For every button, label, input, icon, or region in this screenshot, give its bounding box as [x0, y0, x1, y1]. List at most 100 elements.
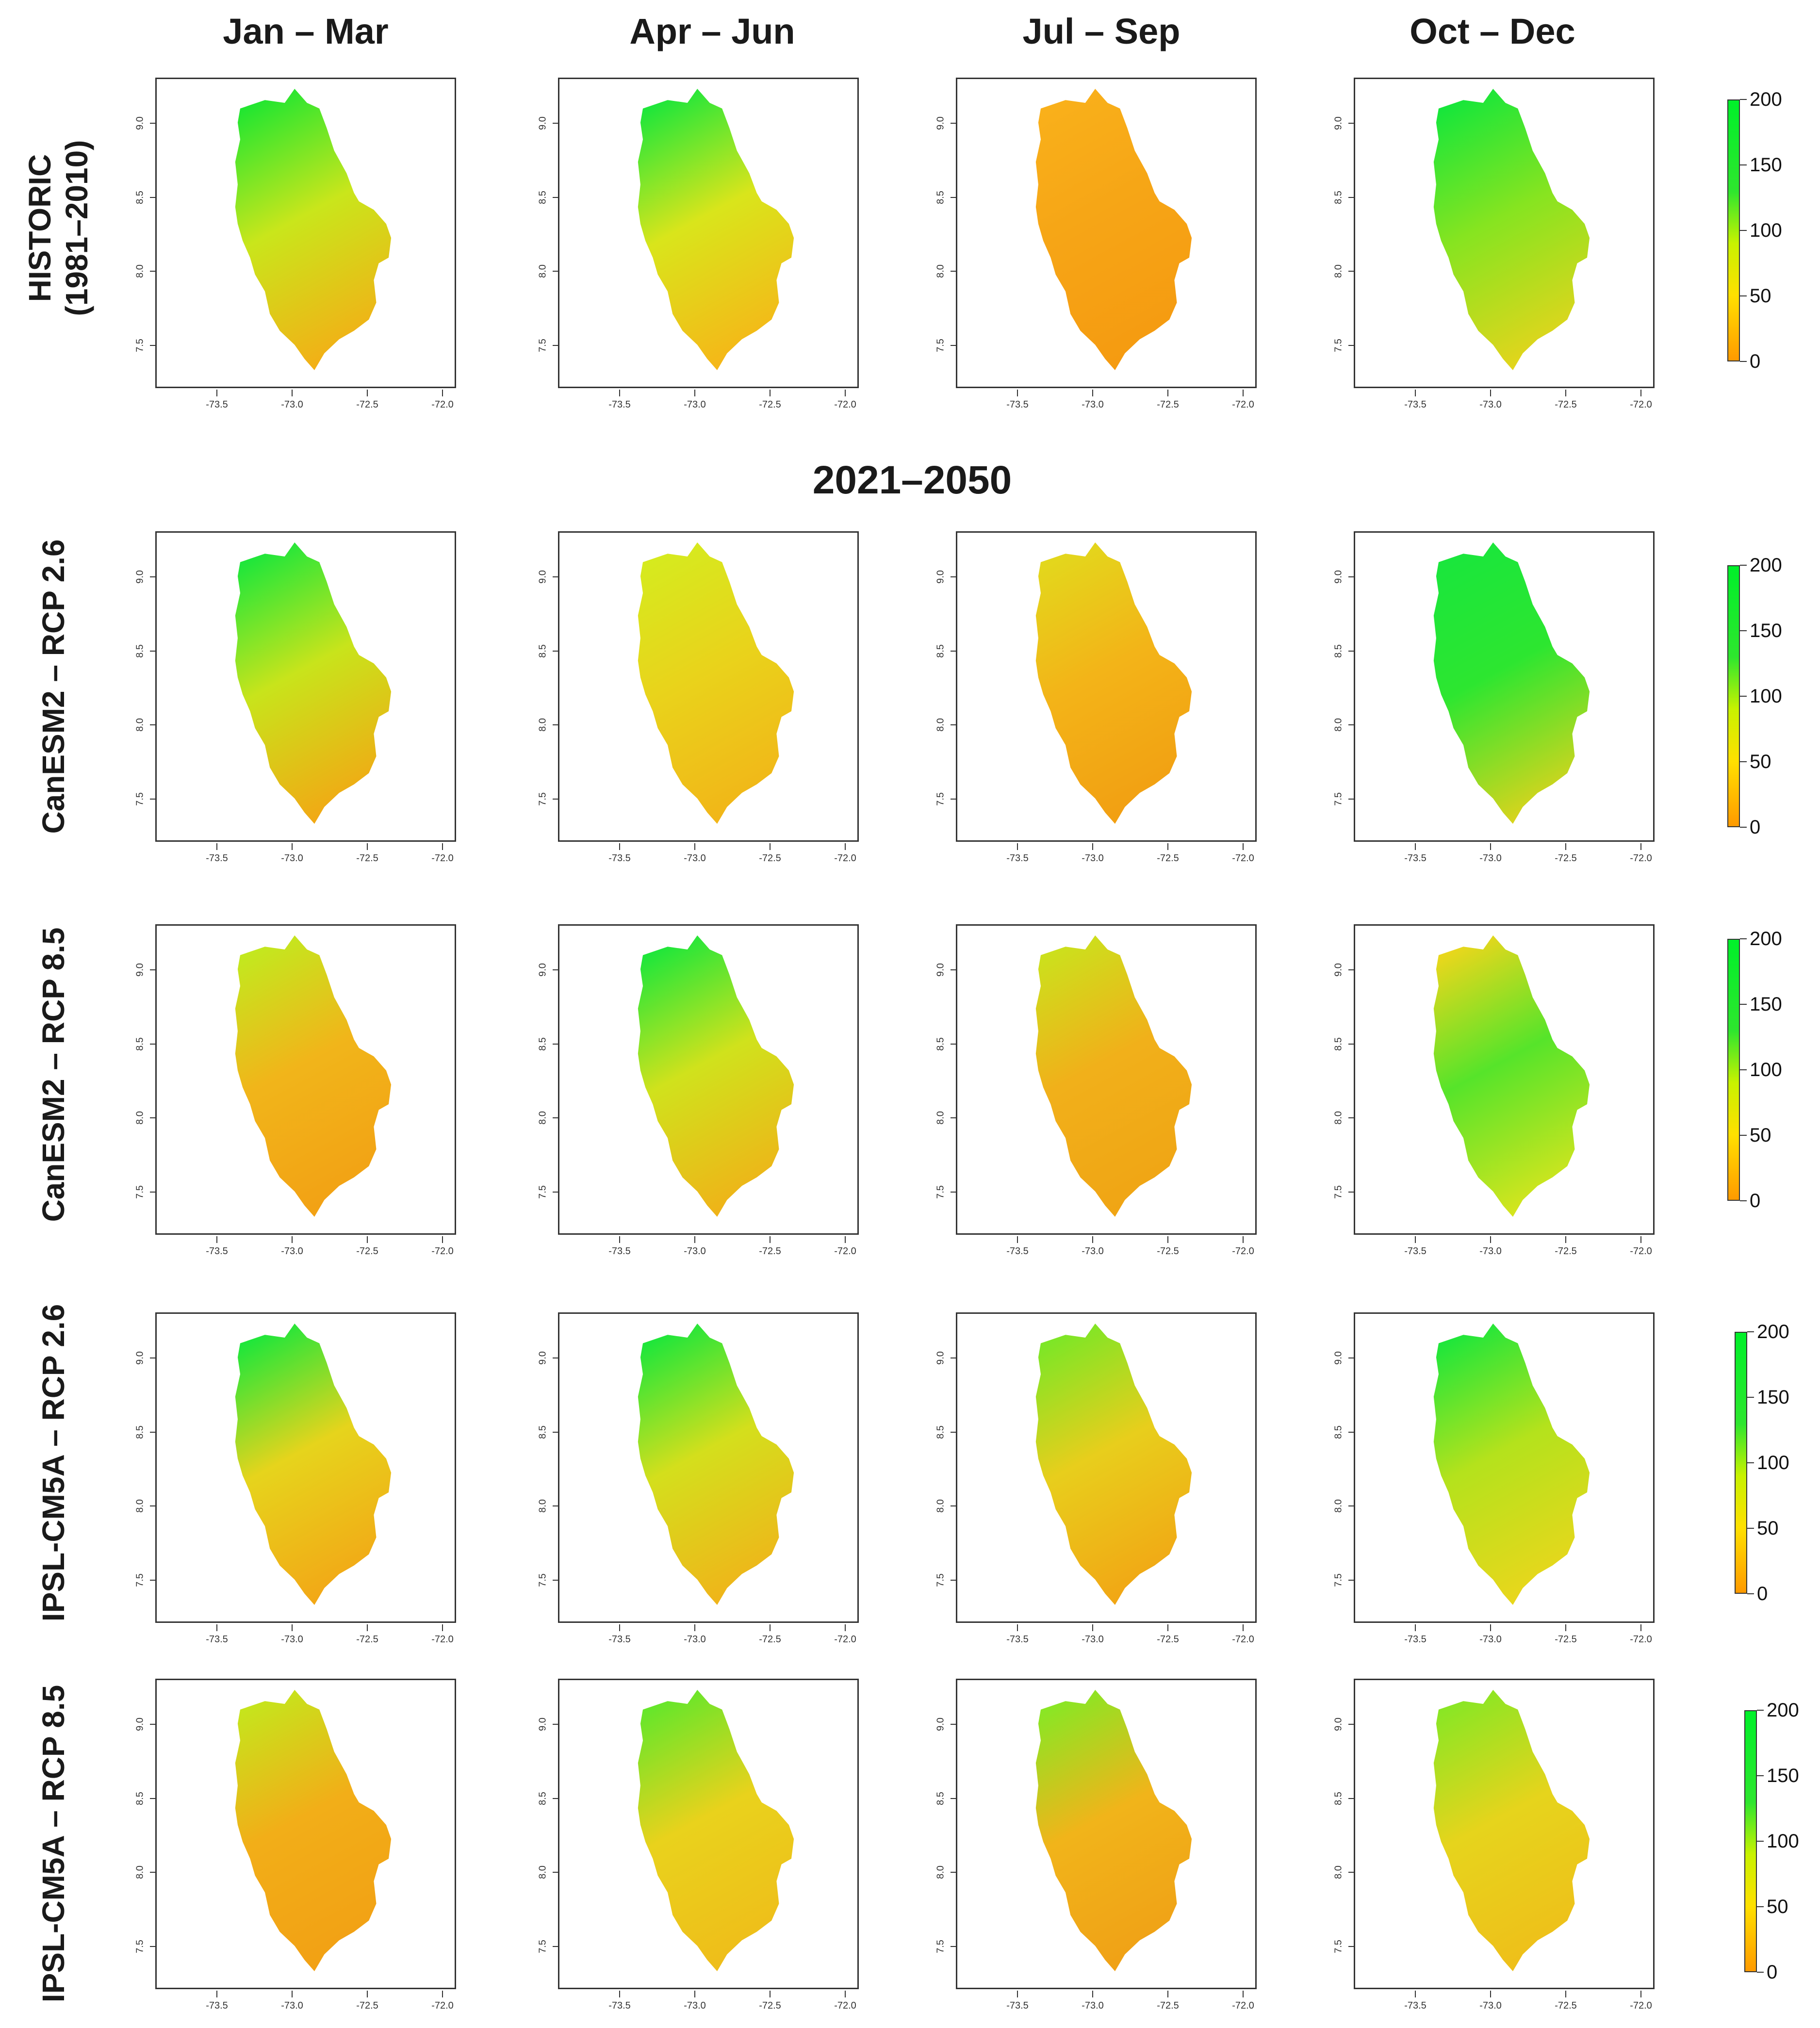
y-tick-mark — [150, 196, 157, 198]
x-tick-mark — [1092, 390, 1093, 396]
y-tick-mark — [1348, 271, 1355, 272]
x-tick-label: -72.5 — [759, 2000, 781, 2011]
y-tick-mark — [1348, 1946, 1355, 1947]
y-tick-label: 8.0 — [935, 718, 946, 732]
y-tick-label: 8.0 — [134, 1499, 146, 1513]
x-tick-mark — [1490, 1991, 1491, 1997]
y-tick-label: 8.5 — [537, 1425, 548, 1439]
y-tick-label: 9.0 — [134, 1717, 146, 1732]
x-tick-mark — [292, 1991, 293, 1997]
y-tick-mark — [553, 123, 559, 124]
x-tick-label: -72.0 — [431, 2000, 454, 2011]
y-tick-label: 9.0 — [537, 116, 548, 131]
y-tick-mark — [1348, 1431, 1355, 1433]
y-tick-mark — [553, 1505, 559, 1507]
x-tick-mark — [1167, 843, 1168, 850]
y-tick-mark — [150, 1505, 157, 1507]
map-panel-r1-c3: 7.5 8.0 8.5 9.0 -73.5 -73.0 -72.5 -72.0 — [935, 78, 1257, 410]
map-region-svg — [235, 1324, 392, 1605]
legend-tick-label: 200 — [1750, 928, 1782, 949]
y-tick-label: 8.0 — [935, 1499, 946, 1513]
x-tick-label: -72.5 — [759, 1246, 781, 1257]
x-tick-label: -72.0 — [1630, 1634, 1652, 1645]
x-tick-mark — [1490, 390, 1491, 396]
y-tick-label: 9.0 — [1333, 116, 1344, 131]
y-tick-mark — [150, 1191, 157, 1193]
x-tick-label: -73.0 — [1479, 2000, 1502, 2011]
color-legend-row2: 0 50 100 150 200 — [1727, 556, 1820, 837]
x-tick-mark — [619, 390, 620, 396]
y-tick-label: 8.0 — [935, 1111, 946, 1125]
map-panel-r4-c3: 7.5 8.0 8.5 9.0 -73.5 -73.0 -72.5 -72.0 — [935, 1312, 1257, 1645]
column-header-jul-sep: Jul – Sep — [1022, 11, 1181, 51]
x-tick-label: -72.5 — [759, 399, 781, 410]
x-tick-label: -73.0 — [281, 1634, 303, 1645]
x-tick-label: -72.5 — [356, 399, 378, 410]
y-tick-label: 9.0 — [537, 963, 548, 977]
legend-tick-label: 0 — [1750, 351, 1761, 372]
legend-tick-mark — [1740, 164, 1747, 165]
y-tick-label: 7.5 — [134, 1573, 146, 1587]
y-tick-mark — [150, 1117, 157, 1119]
y-tick-label: 8.0 — [134, 264, 146, 278]
x-tick-mark — [1490, 1624, 1491, 1631]
study-region-shape — [638, 935, 794, 1217]
legend-tick-mark — [1757, 1972, 1764, 1973]
y-tick-label: 9.0 — [1333, 1351, 1344, 1365]
color-legend-row1: 0 50 100 150 200 — [1727, 90, 1820, 372]
y-tick-label: 9.0 — [134, 570, 146, 584]
map-region-svg — [235, 935, 392, 1217]
x-tick-label: -72.5 — [356, 1634, 378, 1645]
legend-tick-mark — [1747, 1331, 1754, 1332]
x-tick-mark — [216, 1624, 217, 1631]
legend-tick-mark — [1740, 696, 1747, 697]
y-tick-mark — [1348, 196, 1355, 198]
x-tick-mark — [1243, 1236, 1244, 1243]
x-tick-label: -73.0 — [281, 399, 303, 410]
row-label-historic: HISTORIC (1981–2010) — [22, 140, 94, 316]
map-region-svg — [1035, 542, 1192, 824]
legend-tick-mark — [1740, 230, 1747, 231]
y-tick-mark — [1348, 1191, 1355, 1193]
y-tick-mark — [951, 650, 957, 652]
y-tick-label: 8.0 — [1333, 1865, 1344, 1880]
legend-colorbar — [1727, 939, 1740, 1201]
y-tick-mark — [150, 344, 157, 346]
row-label-canesm2-rcp26: CanESM2 – RCP 2.6 — [36, 539, 71, 834]
map-panel-r1-c4: 7.5 8.0 8.5 9.0 -73.5 -73.0 -72.5 -72.0 — [1333, 78, 1655, 410]
y-tick-mark — [150, 1043, 157, 1045]
row-label-ipsl-rcp85: IPSL-CM5A – RCP 8.5 — [36, 1685, 71, 2003]
study-region-shape — [1433, 542, 1590, 824]
y-tick-label: 7.5 — [935, 1185, 946, 1199]
y-tick-mark — [1348, 1872, 1355, 1873]
x-tick-label: -72.5 — [1555, 399, 1577, 410]
y-tick-label: 8.5 — [537, 190, 548, 204]
x-tick-mark — [1092, 843, 1093, 850]
y-tick-label: 8.5 — [134, 1791, 146, 1805]
y-tick-mark — [1348, 1043, 1355, 1045]
y-tick-label: 8.0 — [935, 264, 946, 278]
y-tick-label: 7.5 — [134, 1185, 146, 1199]
legend-tick-mark — [1740, 1135, 1747, 1136]
map-region-svg — [638, 89, 794, 370]
y-tick-mark — [951, 1579, 957, 1581]
y-tick-label: 8.0 — [935, 1865, 946, 1880]
x-tick-label: -73.5 — [1404, 1246, 1426, 1257]
legend-tick-mark — [1740, 99, 1747, 100]
y-tick-label: 9.0 — [1333, 570, 1344, 584]
x-tick-label: -72.0 — [1232, 853, 1254, 864]
x-tick-mark — [1490, 843, 1491, 850]
y-tick-mark — [150, 123, 157, 124]
x-tick-mark — [770, 843, 771, 850]
study-region-shape — [1433, 1690, 1590, 1971]
y-tick-label: 9.0 — [935, 1717, 946, 1732]
y-tick-label: 7.5 — [1333, 1573, 1344, 1587]
y-tick-label: 8.0 — [1333, 1111, 1344, 1125]
map-region-svg — [1433, 1324, 1590, 1605]
x-tick-mark — [770, 1236, 771, 1243]
y-tick-mark — [951, 344, 957, 346]
x-tick-label: -73.0 — [1479, 1634, 1502, 1645]
y-tick-label: 8.5 — [537, 1037, 548, 1051]
x-tick-label: -72.0 — [1630, 853, 1652, 864]
y-tick-mark — [951, 1872, 957, 1873]
